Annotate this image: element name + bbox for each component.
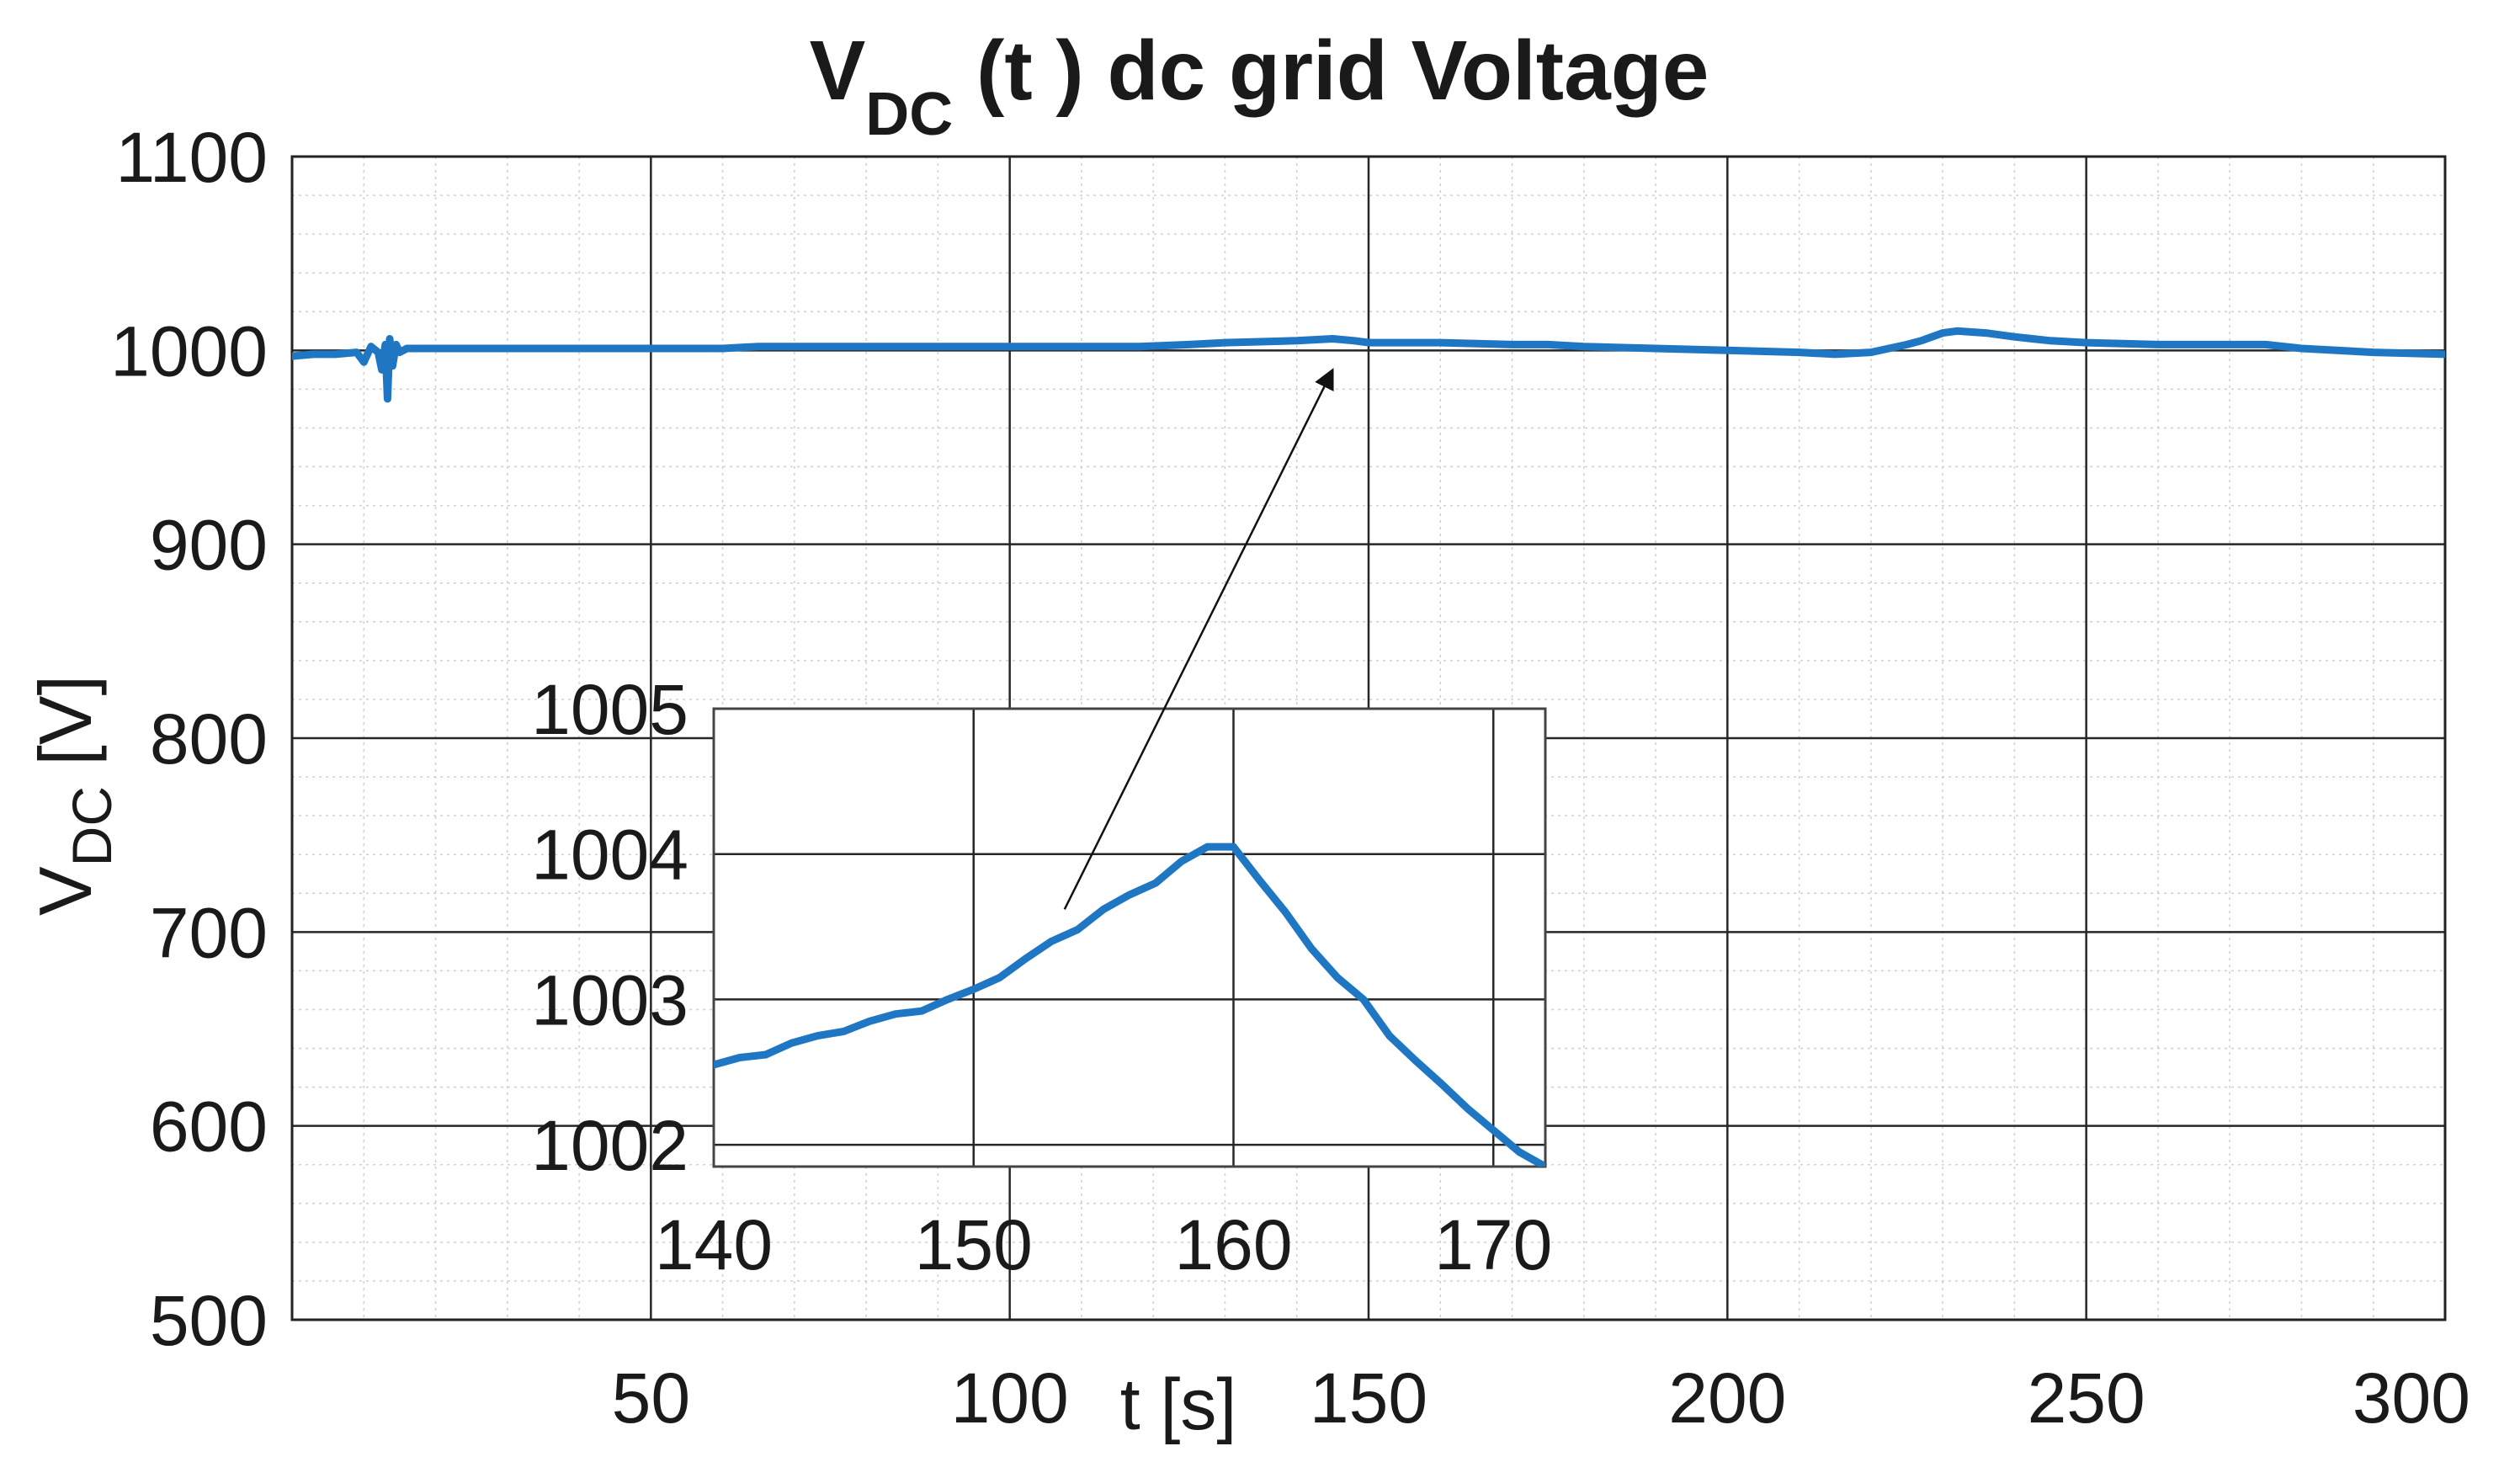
x-axis-label: t [s]: [1120, 1364, 1237, 1445]
inset-x-tick-label: 140: [655, 1205, 773, 1284]
chart-title-main: V: [810, 24, 866, 118]
y-tick-label: 1000: [110, 311, 268, 391]
x-tick-label: 100: [951, 1358, 1069, 1438]
chart-title: VDC (t ) dc grid Voltage: [810, 24, 1709, 148]
inset-x-tick-label: 170: [1434, 1205, 1552, 1284]
y-axis-label: VDC [V]: [24, 675, 123, 916]
y-axis-label-unit: [V]: [24, 675, 107, 786]
inset-x-tick-label: 150: [915, 1205, 1033, 1284]
inset-series-line: [714, 843, 1545, 1167]
x-tick-label: 200: [1668, 1358, 1786, 1438]
inset-frame: [712, 707, 1547, 1168]
x-tick-labels: 50 100 150 200 250 300: [612, 1358, 2470, 1438]
y-tick-label: 800: [150, 699, 268, 779]
inset-grid: [714, 709, 1545, 1167]
y-axis-label-subscript: DC: [61, 786, 123, 866]
inset-background: [714, 709, 1545, 1167]
inset-x-tick-label: 160: [1174, 1205, 1292, 1284]
inset-y-tick-label: 1004: [531, 816, 688, 895]
y-axis-label-main: V: [24, 866, 107, 916]
inset-y-tick-label: 1005: [531, 670, 688, 749]
main-plot-frame: [290, 155, 2447, 1321]
inset-plot: 140 150 160 170 1002 1003 1004 1005: [531, 670, 1552, 1284]
x-tick-label: 250: [2028, 1358, 2145, 1438]
inset-y-tick-label: 1003: [531, 960, 688, 1039]
inset-y-tick-label: 1002: [531, 1106, 688, 1185]
y-tick-label: 700: [150, 893, 268, 972]
series-line-vdc: [292, 327, 2445, 403]
zoom-arrow: [1063, 368, 1334, 910]
inset-series-group: [714, 843, 1545, 1167]
y-tick-label: 1100: [115, 118, 268, 197]
y-tick-labels: 500 600 700 800 900 1000 1100: [110, 118, 268, 1360]
y-tick-label: 500: [150, 1281, 268, 1360]
main-series-group: [292, 327, 2445, 403]
inset-y-tick-labels: 1002 1003 1004 1005: [531, 670, 688, 1185]
x-tick-label: 300: [2353, 1358, 2470, 1438]
chart-title-rest: (t ) dc grid Voltage: [953, 24, 1709, 118]
x-tick-label: 50: [612, 1358, 690, 1438]
y-tick-label: 600: [150, 1087, 268, 1167]
chart-title-subscript: DC: [865, 81, 953, 148]
x-tick-label: 150: [1310, 1358, 1427, 1438]
y-tick-label: 900: [150, 506, 268, 585]
inset-x-tick-labels: 140 150 160 170: [655, 1205, 1552, 1284]
